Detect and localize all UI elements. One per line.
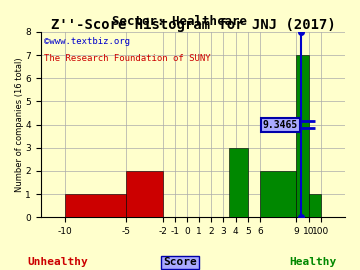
Title: Z''-Score Histogram for JNJ (2017): Z''-Score Histogram for JNJ (2017) [50,18,335,32]
Bar [65,194,126,217]
Bar [126,171,162,217]
Text: The Research Foundation of SUNY: The Research Foundation of SUNY [44,54,211,63]
Text: Sector: Healthcare: Sector: Healthcare [112,15,248,28]
Text: ©www.textbiz.org: ©www.textbiz.org [44,38,130,46]
Bar [260,171,296,217]
Text: Healthy: Healthy [289,257,337,267]
Bar [309,194,321,217]
Text: 9.3465: 9.3465 [263,120,298,130]
Text: Unhealthy: Unhealthy [27,257,88,267]
Text: Score: Score [163,257,197,267]
Bar [296,55,309,217]
Y-axis label: Number of companies (16 total): Number of companies (16 total) [15,57,24,192]
Bar [229,148,248,217]
